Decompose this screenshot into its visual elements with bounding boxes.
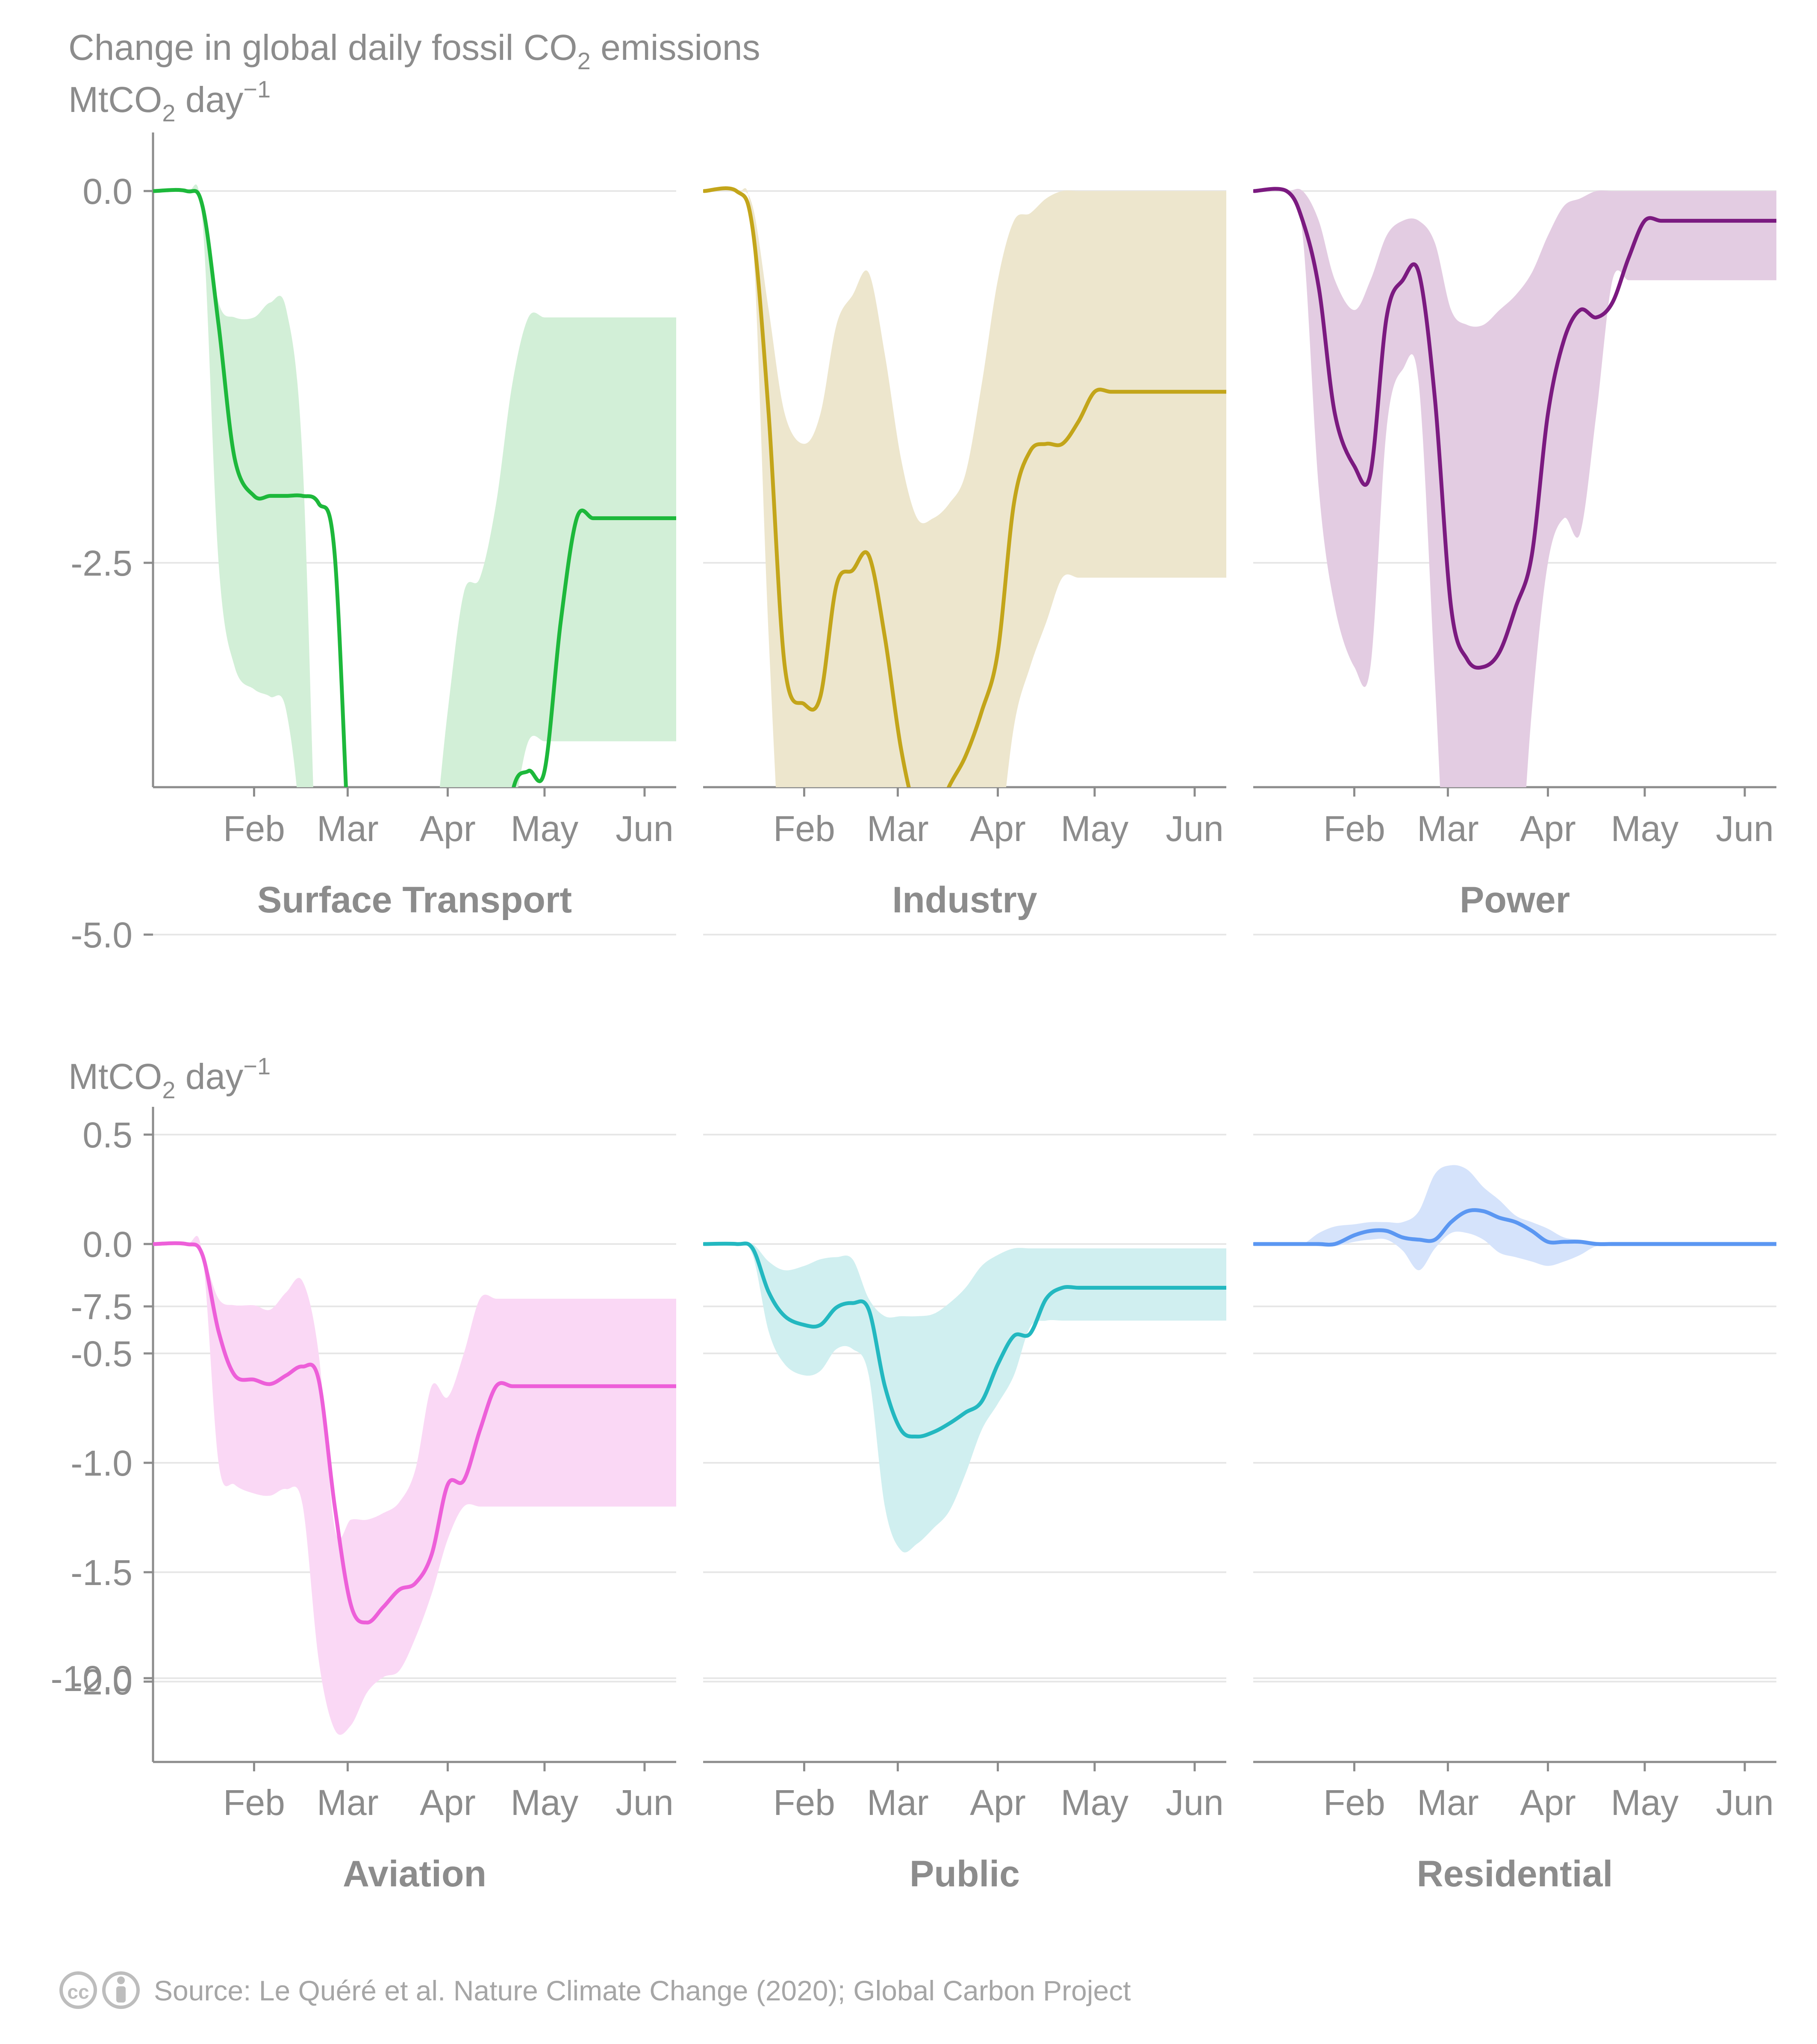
unit-subscript: 2 xyxy=(162,1076,175,1103)
facet-title: Power xyxy=(1460,879,1570,921)
series-line xyxy=(153,188,676,787)
x-tick-label: Mar xyxy=(317,809,379,849)
x-tick-label: Jun xyxy=(615,1782,673,1823)
series-line xyxy=(153,1241,676,1625)
x-tick-label: Mar xyxy=(867,1782,929,1823)
uncertainty-band xyxy=(154,184,676,787)
panel-residential: Feb Mar Apr May Jun Residential xyxy=(1253,1134,1776,1894)
facet-panels: 0.0 -2.5 -5.0 -7.5 -10.0 Feb Mar Apr May Jun Surfa… xyxy=(51,132,1776,1894)
x-tick-label: Feb xyxy=(773,809,835,849)
y-tick-label: -7.5 xyxy=(71,1287,133,1327)
y-tick-label: -1.5 xyxy=(71,1553,133,1593)
source-text: Source: Le Quéré et al. Nature Climate C… xyxy=(154,1975,1131,2006)
y-tick-label: 0.0 xyxy=(82,1224,133,1265)
x-tick-label: May xyxy=(1611,1782,1679,1823)
cc-icon: cc xyxy=(59,1971,97,2009)
figure-title: Change in global daily fossil CO2 emissi… xyxy=(68,27,760,74)
x-tick-label: Jun xyxy=(1716,809,1773,849)
panel-power: Feb Mar Apr May Jun Power xyxy=(1253,187,1776,1679)
x-tick-label: Apr xyxy=(970,1782,1026,1823)
unit-subscript: 2 xyxy=(162,100,175,126)
x-tick-label: Apr xyxy=(1520,1782,1576,1823)
y-tick-label: 0.0 xyxy=(82,171,133,212)
attribution-icon xyxy=(102,1971,140,2009)
y-axis-unit-bottom: MtCO2 day−1 xyxy=(68,1053,271,1103)
unit-mid: day xyxy=(175,79,243,120)
facet-title: Industry xyxy=(892,879,1037,921)
facet-title: Aviation xyxy=(343,1853,486,1894)
y-tick-label: -10.0 xyxy=(51,1659,133,1699)
x-tick-label: Jun xyxy=(1166,809,1223,849)
uncertainty-band xyxy=(704,1243,1226,1553)
x-tick-label: Apr xyxy=(1520,809,1576,849)
y-tick-label: -2.0 xyxy=(71,1662,133,1702)
x-tick-label: Apr xyxy=(970,809,1026,849)
x-tick-label: Jun xyxy=(1716,1782,1773,1823)
series-line xyxy=(1253,1208,1776,1247)
figure-title-suffix: emissions xyxy=(591,27,760,68)
y-tick-label: 0.5 xyxy=(82,1115,133,1155)
series-line xyxy=(1253,187,1776,670)
x-tick-label: Apr xyxy=(420,1782,476,1823)
figure-title-prefix: Change in global daily fossil CO xyxy=(68,27,577,68)
y-tick-label: -5.0 xyxy=(71,915,133,955)
panel-surface-transport: 0.0 -2.5 -5.0 -7.5 -10.0 Feb Mar Apr May Jun Surfa… xyxy=(51,132,676,1699)
x-tick-label: Mar xyxy=(317,1782,379,1823)
x-tick-label: Feb xyxy=(773,1782,835,1823)
uncertainty-band xyxy=(1254,1165,1776,1271)
x-tick-label: Mar xyxy=(1417,809,1479,849)
unit-prefix: MtCO xyxy=(68,1056,162,1097)
uncertainty-band xyxy=(154,1236,676,1735)
x-tick-label: Jun xyxy=(615,809,673,849)
source-footer: cc Source: Le Quéré et al. Nature Climat… xyxy=(59,1971,1131,2009)
x-tick-label: Apr xyxy=(420,809,476,849)
unit-prefix: MtCO xyxy=(68,79,162,120)
x-tick-label: Feb xyxy=(223,809,285,849)
figure-title-subscript: 2 xyxy=(577,47,591,74)
x-tick-label: May xyxy=(1061,1782,1129,1823)
unit-superscript: −1 xyxy=(243,76,271,103)
svg-text:cc: cc xyxy=(67,1981,89,2003)
facet-title: Public xyxy=(910,1853,1020,1894)
x-tick-label: Mar xyxy=(1417,1782,1479,1823)
y-tick-label: -0.5 xyxy=(71,1334,133,1374)
series-line xyxy=(703,1241,1226,1439)
panel-industry: Feb Mar Apr May Jun Industry xyxy=(703,186,1226,1679)
uncertainty-band xyxy=(704,188,1226,787)
unit-superscript: −1 xyxy=(243,1053,271,1079)
facet-title: Surface Transport xyxy=(257,879,572,921)
x-tick-label: Jun xyxy=(1166,1782,1223,1823)
y-tick-label: -2.5 xyxy=(71,543,133,583)
y-axis-unit-top: MtCO2 day−1 xyxy=(68,76,271,126)
uncertainty-band xyxy=(1254,188,1776,787)
x-tick-label: May xyxy=(511,809,579,849)
x-tick-label: May xyxy=(1061,809,1129,849)
x-tick-label: May xyxy=(511,1782,579,1823)
panel-aviation: 0.5 0.0 -0.5 -1.0 -1.5 -2.0 Feb Mar Apr May Jun Avi… xyxy=(71,1107,676,1894)
series-line xyxy=(703,186,1226,787)
x-tick-label: May xyxy=(1611,809,1679,849)
x-tick-label: Mar xyxy=(867,809,929,849)
x-tick-label: Feb xyxy=(223,1782,285,1823)
y-tick-label: -1.0 xyxy=(71,1443,133,1483)
x-tick-label: Feb xyxy=(1323,1782,1385,1823)
panel-public: Feb Mar Apr May Jun Public xyxy=(703,1134,1226,1894)
x-tick-label: Feb xyxy=(1323,809,1385,849)
unit-mid: day xyxy=(175,1056,243,1097)
facet-title: Residential xyxy=(1417,1853,1613,1894)
